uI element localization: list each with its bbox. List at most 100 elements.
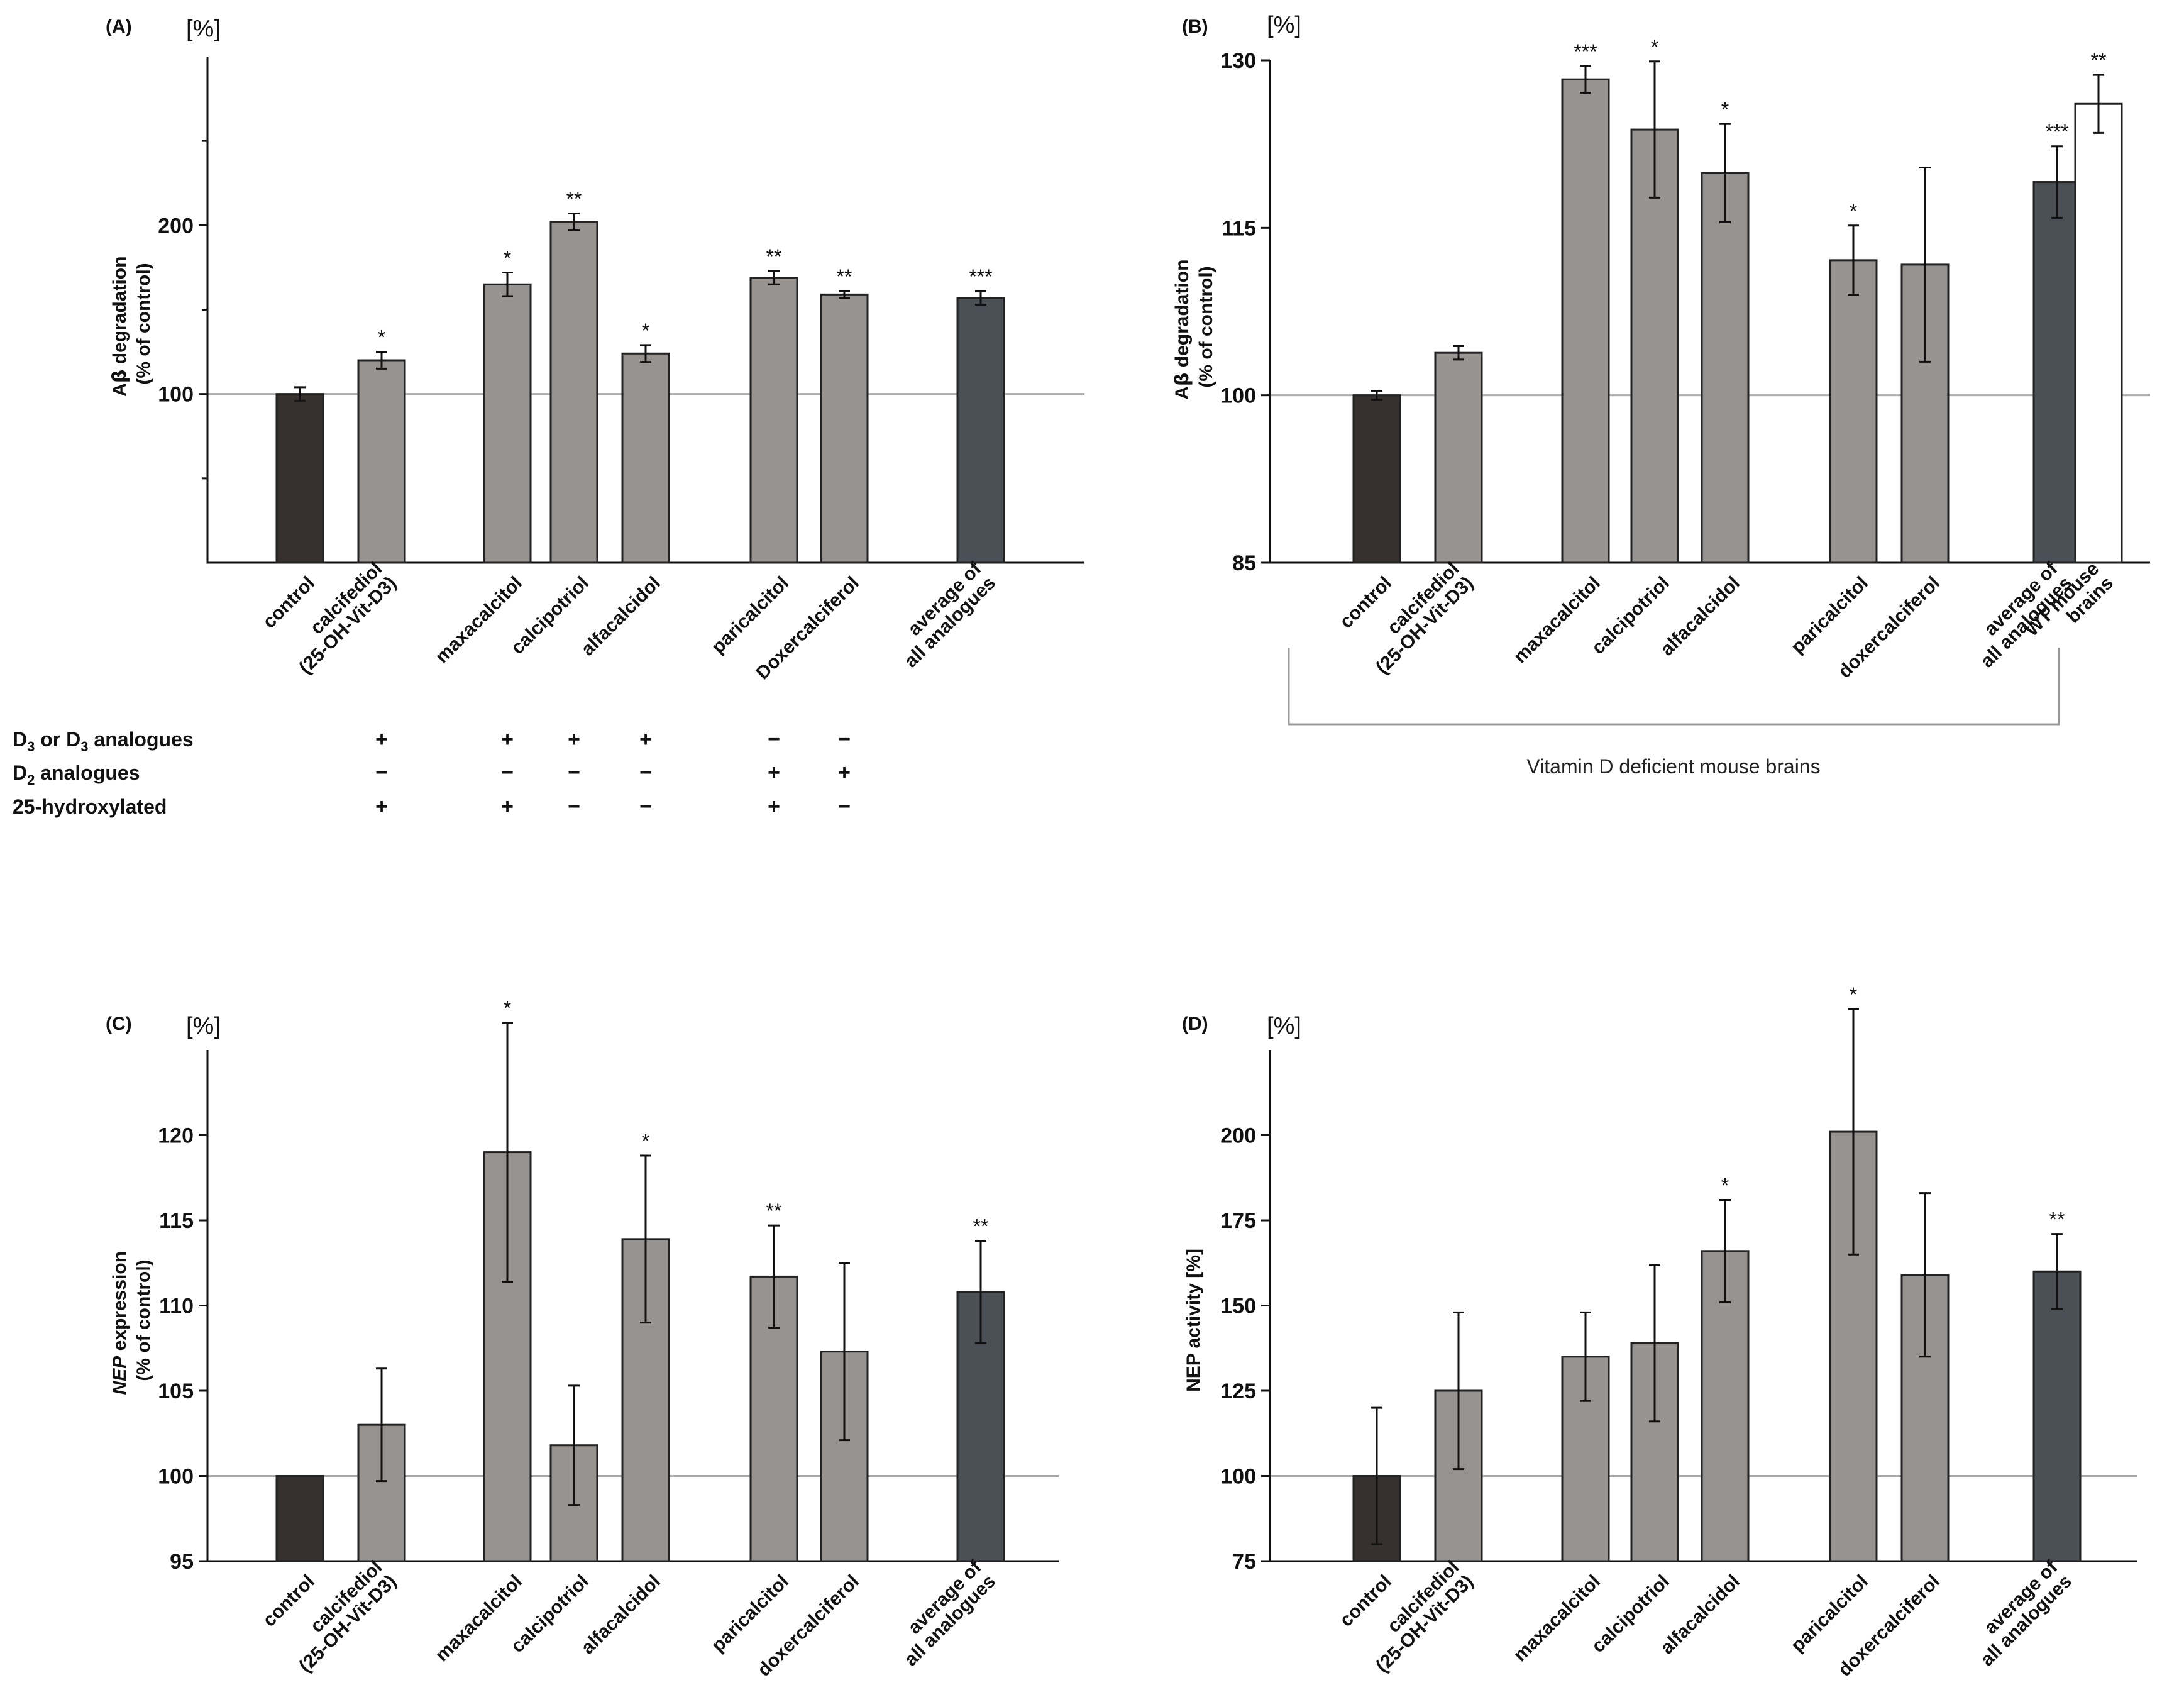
significance-label: **	[566, 188, 582, 211]
table-sign: −	[501, 761, 514, 785]
panel-b-y-axis-title: Aβ degradation (% of control)	[1171, 254, 1216, 400]
panel-d-label: (D)	[1182, 1014, 1208, 1034]
panel-a-label: (A)	[106, 16, 132, 37]
panel-b-label: (B)	[1182, 16, 1208, 37]
bar-1	[275, 393, 324, 564]
significance-label: **	[973, 1215, 989, 1238]
category-label: average ofall analogues	[886, 558, 1000, 671]
significance-label: ***	[969, 265, 992, 288]
table-sign: −	[375, 761, 388, 785]
y-tick-label: 110	[159, 1295, 194, 1318]
panel-a-y-axis-title: Aβ degradation (% of control)	[109, 251, 154, 397]
y-tick-label: 175	[1220, 1209, 1256, 1233]
table-row-label-d2: D2 analogues	[13, 761, 140, 788]
y-tick-label: 75	[1232, 1550, 1256, 1574]
significance-label: **	[837, 265, 852, 288]
bar-1	[275, 1475, 324, 1562]
significance-label: **	[766, 245, 782, 268]
table-sign: +	[768, 761, 780, 785]
category-label: maxacalcitol	[1509, 1571, 1604, 1666]
y-tick-label: 115	[1222, 216, 1256, 240]
panel-d-unit-label: [%]	[1267, 1013, 1301, 1039]
significance-label: *	[1651, 36, 1658, 58]
table-sign: −	[838, 727, 851, 751]
category-label: maxacalcitol	[1509, 573, 1604, 668]
bar-7	[820, 293, 869, 564]
bar-6	[1829, 259, 1878, 564]
y-tick-label: 150	[1220, 1295, 1256, 1318]
table-sign: +	[768, 795, 780, 819]
y-tick-label: 105	[158, 1379, 194, 1403]
significance-label: *	[378, 326, 385, 349]
category-label: average ofall analogues	[1963, 1556, 2076, 1670]
significance-label: ***	[1574, 40, 1597, 63]
category-label: calcifediol(25-OH-Vit-D3)	[280, 558, 400, 678]
significance-label: *	[1850, 983, 1857, 1006]
table-signs: + + + + − − − − − − + + + + − − + −	[375, 727, 851, 819]
table-sign: +	[501, 795, 514, 819]
panel-b: (B) [%] Aβ degradation (% of control) 85…	[1171, 12, 2150, 778]
category-label: maxacalcitol	[431, 1571, 526, 1666]
bar-2	[1434, 351, 1483, 564]
bar-8	[956, 297, 1005, 564]
bar-6	[749, 277, 798, 564]
significance-label: *	[1721, 1174, 1729, 1196]
significance-label: *	[642, 1130, 649, 1152]
significance-label: **	[2091, 49, 2107, 72]
bar-8	[2032, 1270, 2082, 1562]
bar-5	[1701, 172, 1750, 564]
category-label: average ofall analogues	[886, 1556, 1000, 1670]
bar-8	[2032, 181, 2082, 564]
significance-label: *	[504, 246, 511, 269]
bar-4	[549, 221, 598, 564]
bar-3	[483, 283, 532, 564]
y-tick-label: 200	[158, 214, 194, 238]
significance-label: *	[1721, 98, 1729, 121]
table-sign: +	[375, 727, 388, 751]
significance-label: *	[642, 319, 649, 342]
table-sign: −	[639, 795, 652, 819]
panel-b-group-label: Vitamin D deficient mouse brains	[1526, 755, 1820, 778]
panel-c: (C) [%] NEP expression (% of control) 95…	[106, 997, 1059, 1681]
panel-d-chart: 75100125150175200controlcalcifediol(25-O…	[1220, 983, 2137, 1681]
category-label: calcifediol(25-OH-Vit-D3)	[1357, 1557, 1477, 1677]
y-tick-label: 120	[158, 1124, 194, 1148]
panel-c-y-axis-title: NEP expression (% of control)	[109, 1246, 154, 1395]
y-tick-label: 125	[1220, 1379, 1256, 1403]
table-sign: −	[568, 761, 580, 785]
y-tick-label: 130	[1220, 49, 1256, 73]
y-tick-label: 100	[158, 1465, 194, 1489]
significance-label: *	[1850, 200, 1857, 223]
bar-6	[749, 1275, 798, 1562]
category-label: maxacalcitol	[431, 573, 526, 668]
table-sign: −	[639, 761, 652, 785]
bar-2	[357, 359, 406, 564]
bar-9	[2074, 102, 2123, 564]
y-tick-label: 95	[170, 1550, 194, 1574]
significance-label: **	[2049, 1208, 2065, 1231]
bar-1	[1352, 394, 1401, 564]
panel-b-group-bracket	[1288, 648, 2060, 726]
table-sign: −	[568, 795, 580, 819]
panel-c-label: (C)	[106, 1014, 132, 1034]
panel-c-chart: 95100105110115120controlcalcifediol(25-O…	[158, 997, 1059, 1681]
y-tick-label: 115	[159, 1209, 194, 1233]
bar-3	[1561, 78, 1610, 564]
y-tick-label: 100	[158, 383, 194, 407]
category-label: calcifediol(25-OH-Vit-D3)	[280, 1557, 400, 1677]
bar-4	[1630, 128, 1679, 564]
panel-a-chart: 100200control*calcifediol(25-OH-Vit-D3)*…	[158, 57, 1084, 683]
table-sign: +	[375, 795, 388, 819]
table-sign: +	[568, 727, 580, 751]
y-tick-label: 85	[1232, 551, 1256, 575]
panel-d: (D) [%] NEP activity [%] 75 100 125 150 175 2…	[1182, 983, 2137, 1681]
panel-a-unit-label: [%]	[186, 16, 221, 42]
table-row-label-d3: D3 or D3 analogues	[13, 728, 194, 754]
table-sign: +	[838, 761, 851, 785]
category-label: calcifediol(25-OH-Vit-D3)	[1357, 558, 1477, 678]
table-row-label-25oh: 25-hydroxylated	[13, 795, 167, 818]
panel-a: (A) [%] Aβ degradation (% of control) 10…	[106, 16, 1084, 683]
panel-d-y-axis-title: NEP activity [%]	[1183, 1249, 1204, 1392]
table-sign: −	[768, 727, 780, 751]
